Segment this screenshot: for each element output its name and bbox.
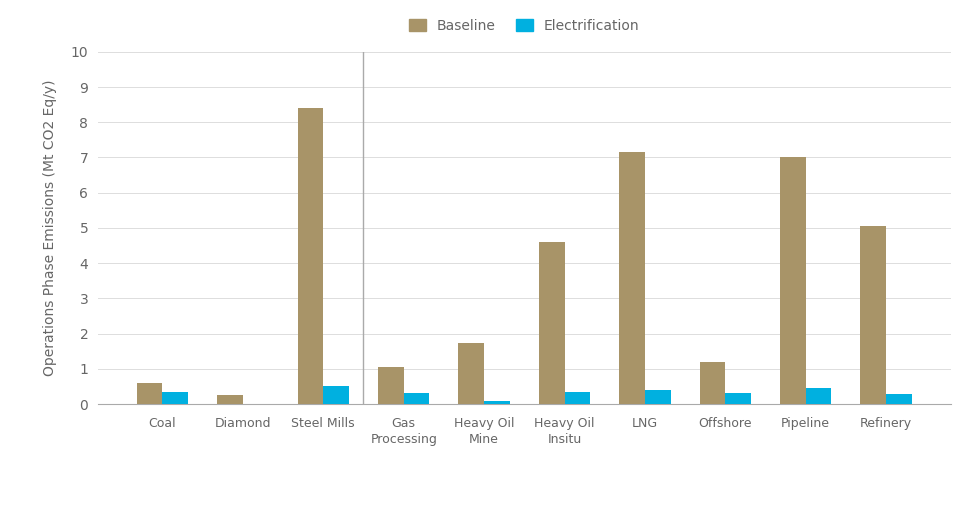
Bar xyxy=(806,388,831,404)
Bar xyxy=(619,152,645,404)
Legend: Baseline, Electrification: Baseline, Electrification xyxy=(404,13,645,38)
Bar xyxy=(645,390,670,404)
Bar xyxy=(404,394,429,404)
Bar xyxy=(700,362,725,404)
Bar xyxy=(459,343,484,404)
Bar xyxy=(218,395,243,404)
Bar xyxy=(886,394,911,404)
Bar xyxy=(564,392,590,404)
Bar xyxy=(378,367,404,404)
Bar xyxy=(484,400,510,404)
Bar xyxy=(539,242,564,404)
Bar xyxy=(780,157,806,404)
Bar xyxy=(860,226,886,404)
Bar xyxy=(298,108,323,404)
Bar xyxy=(725,394,751,404)
Y-axis label: Operations Phase Emissions (Mt CO2 Eq/y): Operations Phase Emissions (Mt CO2 Eq/y) xyxy=(43,80,57,376)
Bar xyxy=(163,392,188,404)
Bar xyxy=(137,383,163,404)
Bar xyxy=(323,386,349,404)
